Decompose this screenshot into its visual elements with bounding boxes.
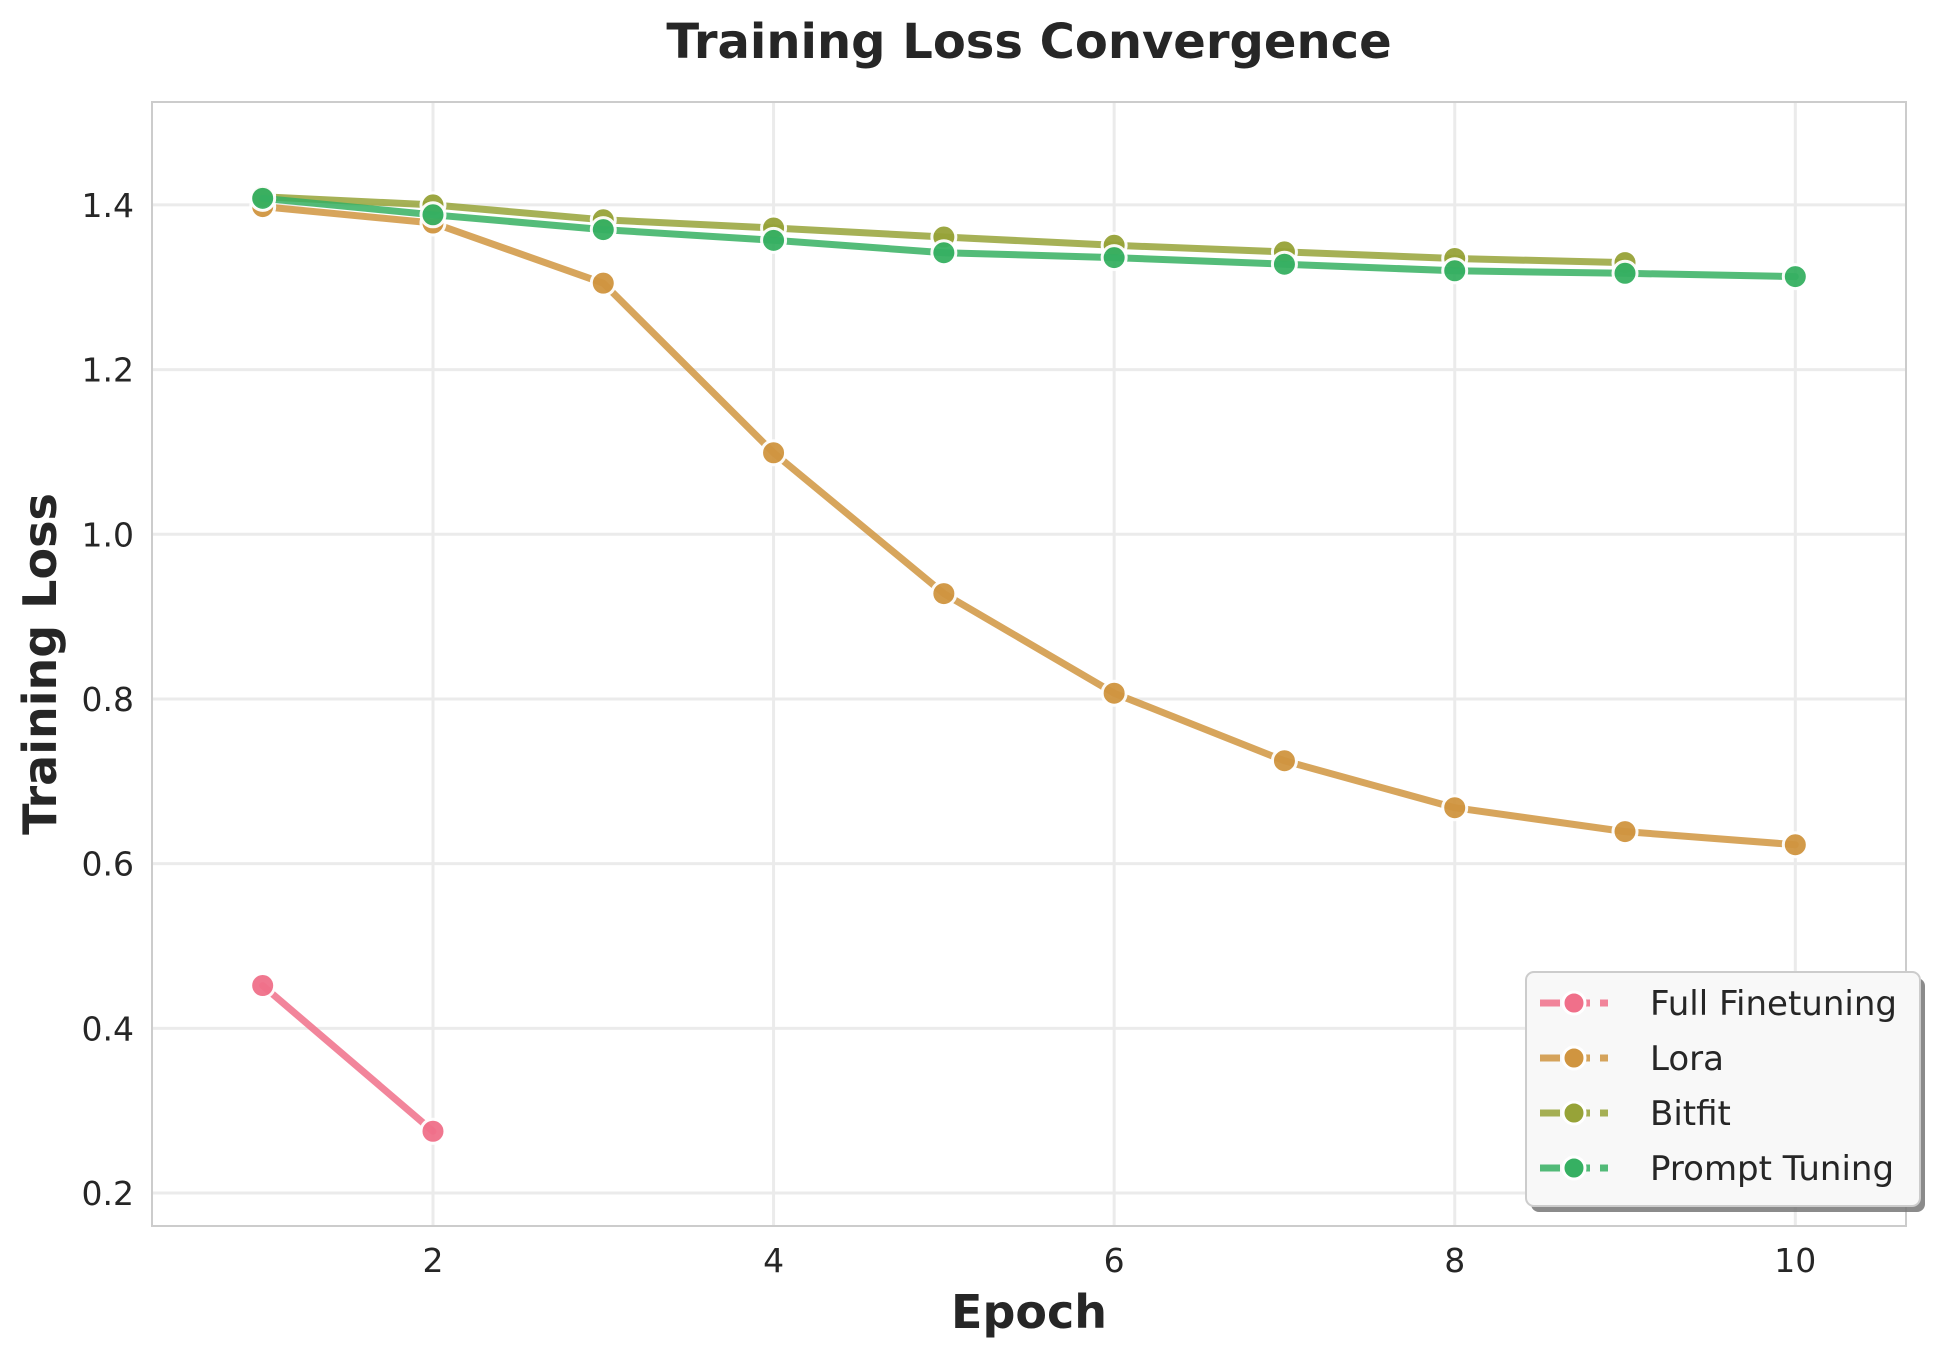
legend-label: Full Finetuning [1650, 984, 1897, 1024]
y-axis-label: Training Loss [13, 493, 67, 835]
x-tick-label: 4 [763, 1241, 784, 1280]
x-tick-label: 6 [1104, 1241, 1125, 1280]
y-tick-label: 1.0 [82, 515, 134, 554]
data-point [1270, 250, 1298, 278]
legend-item-full-finetuning: Full Finetuning [1540, 984, 1897, 1024]
data-point [1781, 263, 1809, 291]
legend-label: Bitfit [1650, 1094, 1731, 1134]
data-point [249, 184, 277, 212]
legend-marker [1561, 1100, 1587, 1126]
legend-item-bitfit: Bitfit [1540, 1094, 1731, 1134]
data-point [1270, 747, 1298, 775]
data-point [1100, 679, 1128, 707]
x-tick-label: 8 [1444, 1241, 1465, 1280]
legend-item-lora: Lora [1540, 1039, 1724, 1079]
data-point [1611, 259, 1639, 287]
series-line [259, 982, 437, 1135]
legend-marker [1561, 1155, 1587, 1181]
legend-box [1525, 971, 1921, 1207]
legend: Full Finetuning Lora Bitfit Prompt Tuning [1525, 971, 1925, 1212]
chart-title: Training Loss Convergence [666, 14, 1391, 70]
x-tick-label: 10 [1774, 1241, 1816, 1280]
data-point [419, 201, 447, 229]
data-point [589, 216, 617, 244]
y-tick-label: 0.6 [82, 845, 134, 884]
legend-label: Prompt Tuning [1650, 1149, 1894, 1189]
data-point [589, 269, 617, 297]
data-point [930, 239, 958, 267]
legend-label: Lora [1650, 1039, 1724, 1079]
data-point [419, 1117, 447, 1145]
series-full-finetuning [249, 972, 447, 1145]
data-point [1611, 818, 1639, 846]
series-line [259, 194, 1799, 281]
data-point [249, 972, 277, 1000]
series-line [259, 203, 1799, 849]
data-point [1781, 831, 1809, 859]
y-tick-label: 1.4 [82, 186, 134, 225]
data-point [1100, 244, 1128, 272]
series-layer [249, 183, 1809, 1145]
grid [152, 102, 1906, 1226]
data-point [760, 226, 788, 254]
y-tick-label: 0.8 [82, 680, 134, 719]
x-tick-label: 2 [422, 1241, 443, 1280]
plot-area [151, 101, 1907, 1227]
data-point [930, 580, 958, 608]
y-tick-label: 0.2 [82, 1174, 134, 1213]
y-tick-label: 1.2 [82, 351, 134, 390]
legend-marker [1561, 990, 1587, 1016]
y-tick-label: 0.4 [82, 1009, 134, 1048]
series-prompt-tuning [249, 184, 1809, 291]
tick-labels: 2 4 6 8 10 0.2 0.4 0.6 0.8 1.0 1.2 1.4 [82, 186, 1817, 1280]
x-axis-label: Epoch [951, 1285, 1107, 1339]
legend-item-prompt-tuning: Prompt Tuning [1540, 1149, 1894, 1189]
data-point [1441, 257, 1469, 285]
data-point [1441, 794, 1469, 822]
legend-marker [1561, 1045, 1587, 1071]
data-point [760, 439, 788, 467]
